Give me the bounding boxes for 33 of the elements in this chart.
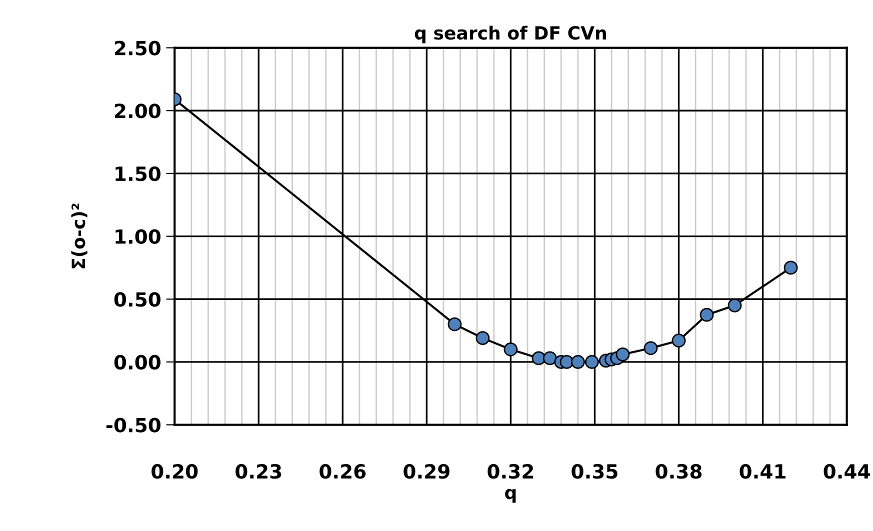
y-tick-label: 1.50 <box>116 166 160 182</box>
x-tick-label: 0.32 <box>488 464 534 479</box>
point <box>700 308 714 322</box>
point <box>584 355 599 369</box>
y-axis-title: Σ(o-c)² <box>71 204 88 268</box>
point <box>476 331 490 346</box>
y-tick-label: 0.50 <box>114 292 160 307</box>
point <box>570 355 585 369</box>
y-tick-label: 1.00 <box>116 229 160 244</box>
point <box>784 260 798 275</box>
x-axis-title: q <box>505 488 516 503</box>
x-tick-label: 0.38 <box>656 464 702 479</box>
x-tick-label: 0.26 <box>320 464 366 479</box>
point <box>672 334 686 348</box>
point <box>532 351 546 366</box>
point <box>644 341 658 356</box>
x-tick-label: 0.29 <box>404 464 450 479</box>
x-tick-label: 0.35 <box>572 464 618 479</box>
y-tick-label: 2.00 <box>114 104 160 118</box>
point <box>560 355 574 369</box>
x-tick-label: 0.44 <box>824 464 870 479</box>
x-tick-label: 0.41 <box>740 464 786 479</box>
y-tick-label: 2.50 <box>114 40 160 56</box>
point <box>616 347 630 362</box>
chart-title: q search of DF CVn <box>414 26 606 44</box>
x-tick-label: 0.23 <box>236 464 282 479</box>
x-tick-label: 0.20 <box>152 464 198 479</box>
point <box>542 351 557 366</box>
point <box>728 298 742 312</box>
point <box>504 342 518 356</box>
y-tick-label: -0.50 <box>106 418 160 432</box>
point <box>448 317 462 332</box>
y-tick-label: 0.00 <box>114 354 160 370</box>
